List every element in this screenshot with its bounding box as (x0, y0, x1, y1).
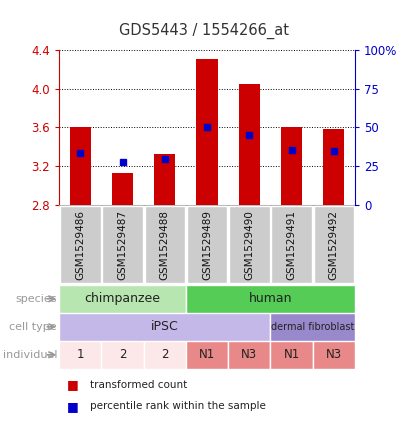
Bar (239, 84, 260, 205)
Text: GDS5443 / 1554266_at: GDS5443 / 1554266_at (119, 23, 289, 39)
Text: GSM1529490: GSM1529490 (244, 210, 254, 280)
Bar (313, 341, 355, 369)
Text: percentile rank within the sample: percentile rank within the sample (90, 401, 266, 411)
Text: chimpanzee: chimpanzee (84, 292, 160, 305)
Bar (271, 206, 312, 283)
Text: N3: N3 (241, 348, 257, 361)
Text: dermal fibroblast: dermal fibroblast (271, 322, 355, 332)
Bar (112, 173, 133, 205)
Bar (186, 285, 355, 313)
Text: 2: 2 (119, 348, 126, 361)
Text: individual: individual (2, 350, 57, 360)
Bar (228, 341, 271, 369)
Text: transformed count: transformed count (90, 380, 187, 390)
Bar (187, 206, 227, 283)
Bar (59, 313, 271, 341)
Bar (323, 129, 344, 205)
Bar (60, 206, 100, 283)
Bar (59, 341, 102, 369)
Bar (271, 341, 313, 369)
Bar (70, 127, 91, 205)
Bar (281, 127, 302, 205)
Text: GSM1529488: GSM1529488 (160, 210, 170, 280)
Text: ■: ■ (67, 378, 79, 391)
Text: N1: N1 (284, 348, 300, 361)
Bar (102, 341, 144, 369)
Bar (59, 285, 186, 313)
Text: cell type: cell type (9, 322, 57, 332)
Text: GSM1529489: GSM1529489 (202, 210, 212, 280)
Text: GSM1529491: GSM1529491 (286, 210, 297, 280)
Text: species: species (16, 294, 57, 304)
Bar (229, 206, 270, 283)
Text: 2: 2 (161, 348, 169, 361)
Bar (144, 206, 185, 283)
Text: iPSC: iPSC (151, 320, 179, 333)
Text: GSM1529486: GSM1529486 (75, 210, 85, 280)
Text: N1: N1 (199, 348, 215, 361)
Text: N3: N3 (326, 348, 342, 361)
Text: GSM1529492: GSM1529492 (329, 210, 339, 280)
Text: 1: 1 (77, 348, 84, 361)
Bar (154, 154, 175, 205)
Bar (271, 313, 355, 341)
Bar (102, 206, 143, 283)
Bar (197, 60, 217, 205)
Bar (313, 206, 354, 283)
Bar (144, 341, 186, 369)
Text: GSM1529487: GSM1529487 (118, 210, 128, 280)
Text: ■: ■ (67, 400, 79, 413)
Bar (186, 341, 228, 369)
Text: human: human (249, 292, 292, 305)
